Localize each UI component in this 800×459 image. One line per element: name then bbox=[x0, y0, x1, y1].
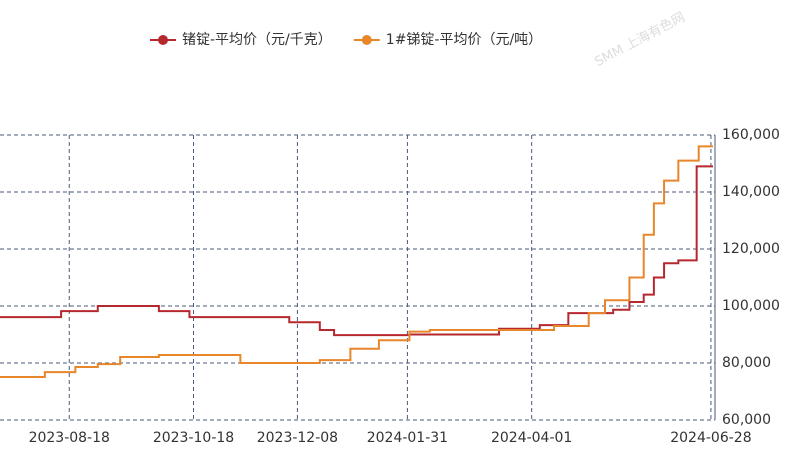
x-tick-label: 2023-10-18 bbox=[153, 430, 234, 446]
x-tick-label: 2023-12-08 bbox=[257, 430, 338, 446]
series-line bbox=[0, 145, 713, 378]
legend-label: 锗锭-平均价（元/千克） bbox=[182, 32, 332, 48]
watermark: SMM 上海有色网 bbox=[592, 9, 688, 70]
y2-tick-label: 160,000 bbox=[722, 127, 780, 143]
x-tick-label: 2024-01-31 bbox=[367, 430, 448, 446]
y2-tick-label: 60,000 bbox=[722, 412, 771, 428]
x-tick-label: 2024-06-28 bbox=[670, 430, 751, 446]
y2-tick-label: 80,000 bbox=[722, 355, 771, 371]
y2-tick-label: 120,000 bbox=[722, 241, 780, 257]
y2-tick-label: 140,000 bbox=[722, 184, 780, 200]
legend-label: 1#锑锭-平均价（元/吨） bbox=[386, 32, 542, 48]
legend-marker bbox=[158, 35, 168, 45]
series-line bbox=[0, 165, 713, 337]
y2-tick-label: 100,000 bbox=[722, 298, 780, 314]
legend-marker bbox=[361, 35, 372, 45]
x-tick-label: 2024-04-01 bbox=[491, 430, 572, 446]
x-tick-label: 2023-08-18 bbox=[29, 430, 110, 446]
